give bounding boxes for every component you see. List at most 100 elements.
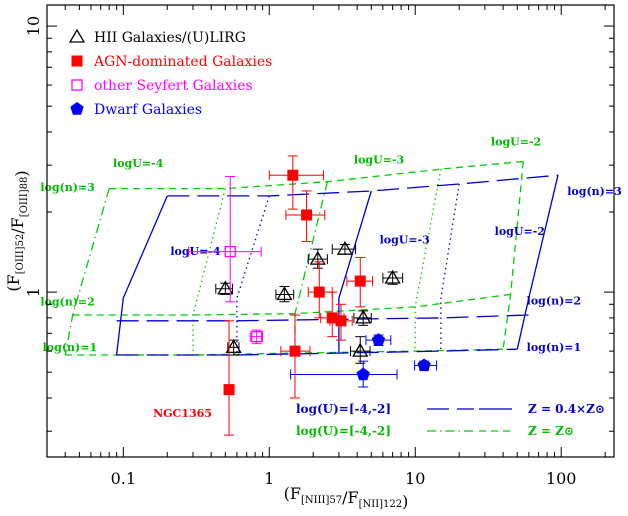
square-marker	[335, 315, 347, 327]
square-marker	[289, 345, 301, 357]
data-point	[329, 303, 353, 341]
annotation-label: logU=-2	[491, 136, 541, 149]
series-group	[223, 155, 374, 436]
triangle-marker	[217, 280, 234, 295]
data-point	[382, 269, 404, 285]
model-legend: log(U)=[-4,-2] Z = 0.4×Z⊙ log(U)=[-4,-2] Z …	[296, 402, 605, 438]
model-legend-row: log(U)=[-4,-2] Z = 0.4×Z⊙	[296, 402, 605, 416]
model-legend-metallicity: Z = Z⊙	[528, 424, 574, 438]
legend-item: AGN-dominated Galaxies	[71, 54, 272, 70]
data-point	[346, 256, 374, 308]
x-tick-label: 10	[405, 469, 425, 488]
model-grid-U-curve	[236, 195, 270, 355]
annotation-label: NGC1365	[153, 407, 212, 420]
data-point	[365, 333, 392, 346]
square-marker	[223, 384, 235, 396]
model-grid-U-curve	[502, 161, 524, 350]
pentagon-marker	[371, 333, 386, 346]
square-marker	[224, 245, 236, 258]
grid-annotation-layer: logU=-4 logU=-3 logU=-2 log(n)=3 log(n)=2 log…	[40, 136, 621, 420]
triangle-marker	[276, 286, 293, 301]
model-grid-U-curve	[338, 190, 372, 354]
annotation-label: log(n)=1	[43, 341, 97, 354]
annotation-label: logU=-3	[354, 153, 404, 166]
model-grid-U-curve	[64, 188, 110, 356]
data-point	[414, 358, 438, 372]
square-marker	[71, 79, 83, 91]
triangle-marker	[309, 250, 326, 265]
legend-label: other Seyfert Galaxies	[94, 78, 253, 94]
model-grid-U-curve	[192, 188, 226, 355]
model-grid-U-curve	[115, 195, 168, 356]
data-point	[223, 320, 235, 436]
model-grid-U-curve	[440, 183, 460, 352]
series-group	[290, 333, 438, 388]
triangle-marker	[225, 339, 242, 353]
data-point	[225, 339, 242, 356]
x-tick-label: 0.1	[111, 469, 136, 488]
series-group	[215, 240, 404, 364]
series-group	[188, 175, 264, 345]
triangle-marker	[352, 342, 369, 357]
y-tick-label: 10	[24, 16, 43, 36]
model-grid-U-curve	[294, 181, 329, 354]
x-tick-label: 1	[264, 469, 274, 488]
square-marker	[313, 286, 325, 298]
model-grid-U-curve	[414, 168, 442, 352]
pentagon-marker	[70, 102, 84, 115]
pentagon-marker	[417, 358, 431, 372]
x-axis-title: (F[NIII]57/F[NII]122)	[284, 484, 409, 511]
annotation-label: log(n)=1	[527, 341, 581, 354]
y-axis-label: (F[OIII]52/F[OIII]88)	[4, 170, 31, 291]
square-marker	[251, 331, 263, 343]
legend-item: Dwarf Galaxies	[70, 102, 202, 118]
model-legend-row: log(U)=[-4,-2] Z = Z⊙	[296, 424, 574, 438]
data-point	[268, 155, 324, 210]
data-point	[307, 248, 328, 269]
annotation-label: log(n)=2	[40, 296, 94, 309]
legend-label: HII Galaxies/(U)LIRG	[94, 30, 246, 46]
triangle-marker	[355, 309, 372, 324]
data-point	[307, 261, 333, 319]
data-point	[349, 336, 371, 364]
model-grid-layer	[64, 160, 559, 356]
square-marker	[301, 209, 313, 221]
triangle-marker	[68, 28, 86, 43]
model-grid-n-curve	[167, 174, 559, 197]
legend: HII Galaxies/(U)LIRG AGN-dominated Galaxi…	[68, 28, 272, 118]
annotation-label: log(n)=3	[567, 185, 621, 198]
annotation-label: log(n)=3	[40, 181, 94, 194]
annotation-label: log(n)=2	[527, 294, 581, 307]
y-axis-title: (F[OIII]52/F[OIII]88)	[4, 170, 31, 291]
square-marker	[71, 55, 83, 67]
data-point	[331, 240, 357, 255]
data-point	[290, 360, 398, 388]
model-grid-n-curve	[116, 348, 518, 356]
annotation-label: logU=-2	[495, 225, 545, 238]
plot-frame	[46, 4, 615, 458]
legend-item: HII Galaxies/(U)LIRG	[68, 28, 246, 46]
annotation-label: logU=-3	[380, 234, 430, 247]
x-tick-label: 100	[546, 469, 577, 488]
square-marker	[287, 169, 299, 181]
legend-item: other Seyfert Galaxies	[71, 78, 253, 94]
pentagon-marker	[356, 367, 370, 381]
annotation-label: logU=-4	[113, 157, 164, 170]
x-axis-label: (F[NIII]57/F[NII]122)	[284, 484, 409, 511]
data-point	[353, 309, 372, 326]
data-point	[249, 329, 264, 345]
data-point-layer	[188, 155, 438, 436]
y-tick-label: 1	[24, 287, 43, 297]
square-marker	[326, 312, 338, 324]
data-point	[285, 190, 326, 242]
data-point	[215, 280, 234, 295]
data-point	[275, 285, 295, 303]
triangle-marker	[384, 269, 401, 284]
data-point	[188, 175, 262, 303]
axis-layer: 0.1 1 10 100 1 10	[24, 5, 614, 488]
model-legend-label: log(U)=[-4,-2]	[296, 424, 391, 438]
legend-label: AGN-dominated Galaxies	[93, 54, 272, 70]
triangle-marker	[336, 240, 354, 255]
model-grid-U-curve	[516, 175, 559, 350]
